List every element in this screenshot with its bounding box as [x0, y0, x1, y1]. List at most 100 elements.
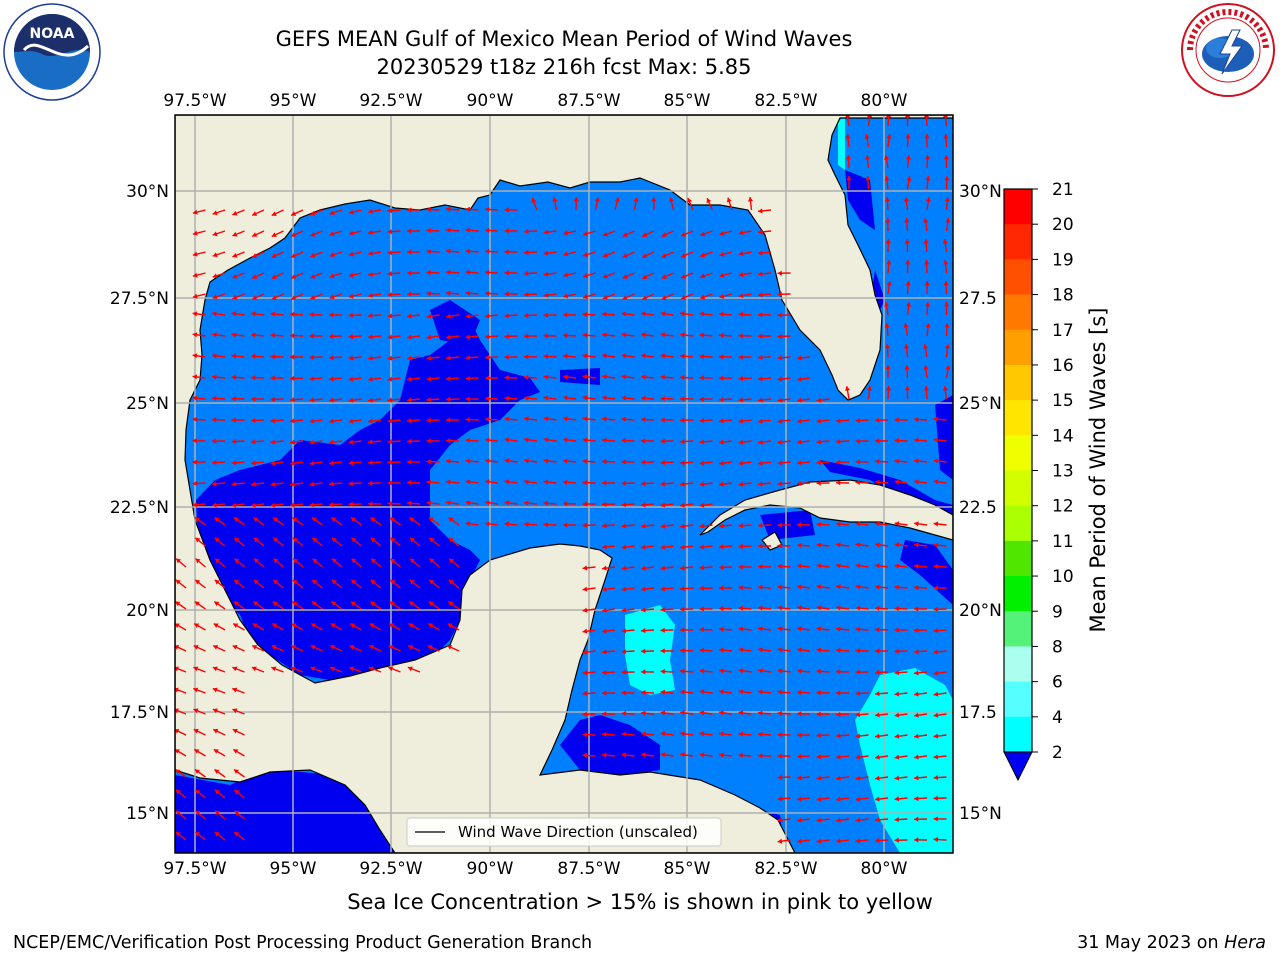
wave-direction-arrowhead	[192, 293, 198, 299]
colorbar-swatch	[1004, 259, 1032, 296]
wave-direction-arrowhead	[429, 537, 435, 543]
wave-direction-arrowhead	[583, 231, 588, 237]
wave-direction-arrowhead	[192, 438, 197, 444]
wave-direction-arrowhead	[836, 584, 841, 590]
colorbar-swatch	[1004, 681, 1032, 718]
wave-direction-arrowhead	[448, 601, 454, 607]
wave-direction-arrowhead	[214, 789, 220, 795]
wave-direction-arrowhead	[348, 251, 354, 257]
wave-direction-arrowhead	[426, 500, 432, 506]
wave-direction-arrowhead	[680, 332, 685, 338]
wave-direction-arrowhead	[563, 312, 568, 318]
wave-direction-arrowhead	[719, 523, 724, 529]
wave-direction-arrowhead	[855, 459, 860, 465]
wave-direction-arrowhead	[290, 502, 295, 508]
wave-direction-arrowhead	[251, 481, 256, 487]
wave-direction-arrowhead	[370, 601, 376, 607]
wave-direction-arrowhead	[622, 295, 628, 300]
wave-direction-arrowhead	[465, 500, 471, 506]
wave-direction-arrowhead	[641, 565, 646, 571]
wave-direction-arrowhead	[894, 796, 900, 802]
wave-direction-arrowhead	[485, 396, 490, 402]
wave-direction-arrowhead	[758, 376, 763, 382]
wave-direction-arrowhead	[531, 197, 537, 203]
wave-direction-arrowhead	[331, 601, 337, 607]
wave-direction-arrowhead	[855, 648, 860, 654]
wave-direction-arrowhead	[485, 227, 490, 234]
wave-direction-arrowhead	[855, 563, 861, 569]
wave-direction-arrowhead	[407, 270, 412, 276]
wave-direction-arrowhead	[836, 733, 841, 739]
wave-direction-arrowhead	[719, 647, 724, 653]
wave-direction-arrowhead	[292, 517, 298, 523]
wave-direction-arrowhead	[894, 627, 899, 633]
wave-direction-arrowhead	[680, 752, 685, 758]
wave-direction-arrowhead	[699, 353, 704, 360]
wave-direction-arrowhead	[175, 749, 180, 754]
colorbar-swatch	[1004, 540, 1032, 577]
wave-direction-arrowhead	[388, 645, 394, 650]
wave-direction-arrowhead	[465, 290, 471, 296]
wave-direction-arrowhead	[641, 544, 646, 550]
wave-direction-arrowhead	[738, 605, 744, 611]
wave-direction-arrowhead	[212, 417, 217, 423]
wave-direction-arrowhead	[213, 728, 219, 734]
wave-direction-arrowhead	[602, 628, 607, 634]
wave-direction-arrowhead	[797, 753, 802, 760]
lat-tick: 25°N	[126, 394, 169, 414]
wave-direction-arrowhead	[914, 837, 919, 843]
wave-direction-arrowhead	[368, 439, 373, 445]
wave-direction-arrowhead	[407, 438, 412, 444]
wave-direction-arrowhead	[942, 386, 948, 391]
lon-tick: 82.5°W	[754, 91, 817, 111]
wave-direction-arrowhead	[254, 558, 259, 564]
wave-direction-arrowhead	[719, 251, 725, 257]
wave-direction-arrowhead	[192, 502, 198, 508]
colorbar-swatch	[1004, 470, 1032, 507]
wave-direction-arrowhead	[214, 831, 220, 837]
wave-direction-arrowhead	[407, 291, 412, 297]
wave-direction-arrowhead	[176, 810, 181, 816]
wave-direction-arrowhead	[312, 579, 318, 585]
wave-direction-arrowhead	[660, 481, 666, 487]
wave-direction-arrowhead	[738, 626, 744, 632]
wave-direction-arrowhead	[680, 565, 685, 571]
wave-direction-arrowhead	[923, 218, 929, 223]
wave-direction-arrowhead	[738, 251, 744, 257]
wave-direction-arrowhead	[465, 396, 470, 402]
wave-direction-arrowhead	[331, 579, 337, 585]
wave-direction-arrowhead	[426, 290, 431, 297]
wave-direction-arrowhead	[680, 353, 685, 359]
wave-direction-arrowhead	[485, 334, 490, 340]
wave-direction-arrowhead	[797, 711, 802, 717]
wave-direction-arrowhead	[699, 689, 705, 695]
wave-direction-arrowhead	[943, 155, 950, 160]
wave-direction-arrowhead	[758, 668, 763, 674]
wave-direction-arrowhead	[641, 353, 646, 359]
colorbar-tick-label: 15	[1052, 391, 1074, 411]
wave-direction-arrowhead	[726, 197, 732, 203]
wave-direction-arrowhead	[680, 481, 685, 487]
wave-direction-arrowhead	[290, 375, 295, 381]
wave-direction-arrowhead	[621, 332, 627, 338]
wave-direction-arrowhead	[924, 260, 930, 265]
wave-direction-arrowhead	[485, 521, 490, 527]
wave-direction-arrowhead	[192, 416, 197, 423]
wave-direction-arrowhead	[797, 626, 802, 632]
wave-direction-arrowhead	[602, 294, 608, 300]
wave-direction-arrowhead	[407, 459, 412, 465]
wave-direction-arrowhead	[212, 459, 217, 466]
wave-direction-arrowhead	[543, 374, 549, 380]
wave-direction-arrowhead	[660, 523, 666, 529]
wave-direction-arrowhead	[446, 479, 451, 485]
wave-direction-arrowhead	[309, 397, 315, 403]
wave-direction-arrowhead	[582, 416, 588, 422]
wave-direction-arrowhead	[855, 775, 861, 781]
wave-direction-arrowhead	[758, 208, 763, 214]
wave-direction-arrowhead	[719, 626, 724, 632]
wave-direction-arrowhead	[231, 438, 236, 445]
wave-direction-arrowhead	[758, 543, 763, 549]
wave-direction-arrowhead	[836, 647, 841, 653]
wave-direction-arrowhead	[465, 334, 471, 340]
wave-direction-arrowhead	[449, 558, 454, 564]
